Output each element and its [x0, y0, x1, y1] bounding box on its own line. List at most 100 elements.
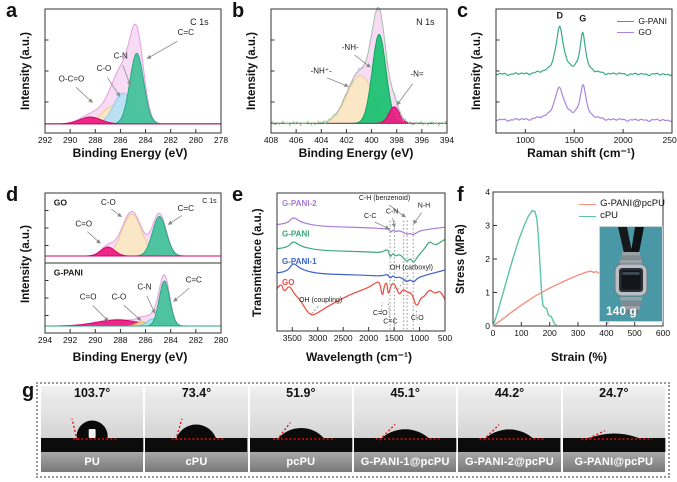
watch-strap-right [631, 227, 644, 253]
svg-text:O-C=O: O-C=O [59, 75, 85, 84]
panel-b-ylabel: Intensity (a.u.) [246, 32, 258, 110]
svg-text:404: 404 [314, 135, 328, 145]
svg-text:2500: 2500 [663, 135, 677, 145]
svg-text:G: G [579, 13, 586, 23]
svg-text:1500: 1500 [565, 135, 584, 145]
contact-angle-cell: 45.1° G-PANI-1@pcPU [353, 386, 457, 474]
stress-legend: G-PANI@pcPU cPU [579, 198, 665, 222]
svg-text:0: 0 [485, 321, 490, 331]
legend-label: cPU [600, 210, 619, 221]
droplet-photo [249, 404, 352, 452]
contact-angle-cell: 103.7° PU [41, 386, 144, 474]
svg-text:C-N: C-N [114, 52, 128, 61]
panel-g: g 103.7° PU 73.4° cPU 51.9° pcPU 45.1° G-PANI-1… [0, 378, 677, 482]
contact-angle-cell: 51.9° pcPU [249, 386, 352, 474]
legend-entry: GO [617, 27, 667, 38]
svg-text:2000: 2000 [359, 333, 378, 343]
svg-text:C 1s: C 1s [190, 17, 209, 27]
svg-text:288: 288 [88, 135, 102, 145]
svg-text:C-O: C-O [112, 292, 127, 301]
panel-letter-b: b [232, 0, 245, 22]
panel-e: e Transmittance (a.u.) 3500 3000 2500 2000 1… [226, 182, 452, 378]
sample-label: G-PANI-2@pcPU [458, 452, 561, 472]
svg-text:300: 300 [571, 328, 585, 338]
panel-a: a Intensity (a.u.) 292 290 288 286 284 282 280… [0, 0, 228, 182]
svg-text:C=O: C=O [373, 310, 388, 317]
droplet-photo [353, 404, 457, 452]
svg-text:400: 400 [599, 328, 613, 338]
sample-label: PU [41, 452, 144, 472]
panel-letter-f: f [457, 184, 464, 206]
svg-text:294: 294 [38, 335, 52, 345]
svg-text:C-N: C-N [137, 283, 151, 292]
watch-weight-label: 140 g [606, 304, 637, 318]
ftir-chart: 3500 3000 2500 2000 1500 1000 500 G-PANI-2 G-PAN… [276, 192, 452, 343]
svg-text:1: 1 [485, 288, 490, 298]
panel-c-xlabel: Raman shift (cm⁻¹) [527, 146, 635, 160]
panel-f-ylabel: Stress (MPa) [455, 224, 467, 294]
panel-e-xlabel: Wavelength (cm⁻¹) [306, 350, 412, 364]
svg-text:280: 280 [214, 335, 228, 345]
panel-f-xlabel: Strain (%) [550, 350, 607, 364]
svg-text:OH (carboxyl): OH (carboxyl) [390, 265, 433, 272]
svg-text:C-O: C-O [97, 64, 112, 73]
svg-text:396: 396 [415, 135, 429, 145]
svg-text:288: 288 [113, 335, 127, 345]
svg-text:282: 282 [189, 335, 203, 345]
svg-text:C-H (benzenoid): C-H (benzenoid) [359, 195, 410, 202]
droplet-photo [458, 404, 561, 452]
svg-text:C-N: C-N [386, 209, 398, 216]
droplet-illustration [249, 422, 352, 452]
panel-e-ylabel: Transmittance (a.u.) [252, 208, 264, 318]
sample-label: G-PANI@pcPU [562, 452, 665, 472]
svg-text:C=C: C=C [186, 276, 202, 285]
svg-text:C 1s: C 1s [202, 198, 217, 205]
panel-letter-e: e [232, 184, 244, 206]
panel-letter-a: a [6, 0, 18, 22]
panel-letter-d: d [6, 184, 19, 206]
svg-text:C=C: C=C [178, 204, 194, 213]
svg-text:G-PANI: G-PANI [54, 268, 83, 278]
panel-b-xlabel: Binding Energy (eV) [298, 146, 414, 160]
svg-text:200: 200 [543, 328, 557, 338]
legend-swatch [579, 203, 597, 205]
contact-angle-cell: 73.4° cPU [145, 386, 248, 474]
droplet-illustration [145, 418, 248, 452]
droplet-illustration [41, 418, 144, 452]
svg-text:290: 290 [88, 335, 102, 345]
legend-entry: G-PANI@pcPU [579, 198, 665, 210]
svg-text:406: 406 [289, 135, 303, 145]
panel-f: f Stress (MPa) 0 100 200 300 400 500 600 0 1 2 3 4 … [451, 182, 677, 378]
panel-d: d Intensity (a.u.) GO C 1s C-O C=C C=O 294 292… [0, 182, 228, 378]
svg-text:1500: 1500 [385, 333, 404, 343]
svg-text:284: 284 [164, 335, 178, 345]
svg-text:G-PANI-2: G-PANI-2 [282, 199, 317, 208]
svg-text:394: 394 [440, 135, 454, 145]
legend-entry: G-PANI [617, 16, 667, 27]
svg-text:GO: GO [54, 198, 68, 208]
legend-swatch [617, 32, 635, 33]
raman-legend: G-PANI GO [617, 16, 667, 38]
svg-text:284: 284 [138, 135, 152, 145]
svg-text:278: 278 [214, 135, 228, 145]
svg-text:N-H: N-H [418, 202, 430, 209]
sample-label: pcPU [249, 452, 352, 472]
contact-angle-value: 24.7° [562, 386, 665, 404]
svg-text:3: 3 [485, 221, 490, 231]
svg-text:286: 286 [138, 335, 152, 345]
droplet-illustration [458, 424, 561, 452]
svg-text:C=C: C=C [178, 28, 194, 37]
svg-text:282: 282 [164, 135, 178, 145]
svg-text:GO: GO [282, 278, 294, 287]
svg-text:2: 2 [485, 254, 490, 264]
contact-angle-value: 103.7° [41, 386, 144, 404]
svg-text:398: 398 [390, 135, 404, 145]
svg-text:-NH⁺-: -NH⁺- [311, 66, 332, 75]
droplet-illustration [353, 423, 457, 452]
contact-angle-value: 44.2° [458, 386, 561, 404]
raman-chart: 1000 1500 2000 2500 D G [495, 8, 677, 145]
contact-angle-cell: 24.7° G-PANI@pcPU [562, 386, 665, 474]
panel-letter-c: c [457, 0, 469, 22]
